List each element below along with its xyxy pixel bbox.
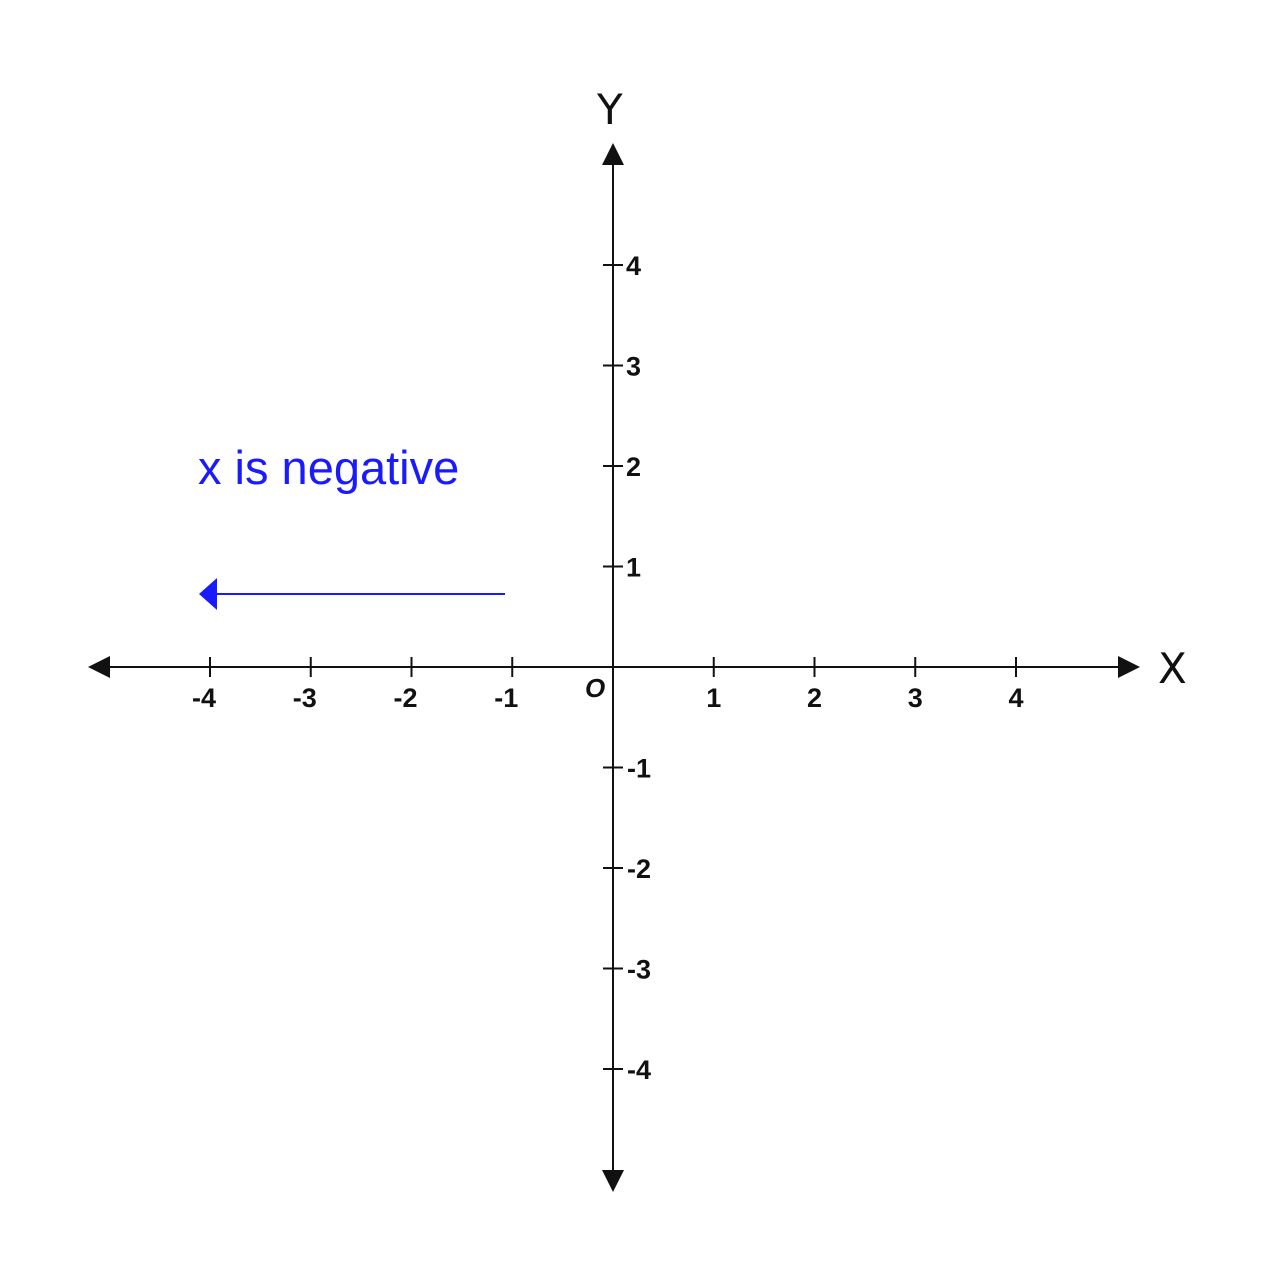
y-axis-bottom-arrowhead xyxy=(602,1170,624,1192)
annotation-text: x is negative xyxy=(198,441,459,494)
y-tick-label: 2 xyxy=(626,452,641,482)
y-tick-label: 3 xyxy=(626,352,641,382)
origin-label: O xyxy=(585,673,605,703)
x-axis-right-arrowhead xyxy=(1118,656,1140,678)
y-tick-label: -4 xyxy=(627,1055,651,1085)
x-tick-label: 2 xyxy=(807,683,822,713)
y-tick-label: -1 xyxy=(627,754,651,784)
x-tick-label: 4 xyxy=(1008,683,1023,713)
x-tick-label: 3 xyxy=(908,683,923,713)
x-tick-label: -2 xyxy=(393,683,417,713)
y-axis-ticks: 4 3 2 1 -1 -2 -3 -4 xyxy=(603,251,651,1085)
y-tick-label: -3 xyxy=(627,955,651,985)
x-axis-ticks: -4 -3 -2 -1 1 2 3 4 xyxy=(192,657,1024,713)
y-axis-name: Y xyxy=(596,85,623,134)
x-tick-label: 1 xyxy=(706,683,721,713)
y-axis-top-arrowhead xyxy=(602,143,624,165)
x-tick-label: -4 xyxy=(192,683,216,713)
y-tick-label: 4 xyxy=(626,251,641,281)
negative-x-annotation: x is negative xyxy=(198,441,505,610)
x-tick-label: -1 xyxy=(494,683,518,713)
annotation-arrow-head xyxy=(199,578,217,610)
y-tick-label: 1 xyxy=(626,553,641,583)
y-tick-label: -2 xyxy=(627,854,651,884)
x-tick-label: -3 xyxy=(293,683,317,713)
x-axis-left-arrowhead xyxy=(88,656,110,678)
x-axis-name: X xyxy=(1158,644,1187,693)
